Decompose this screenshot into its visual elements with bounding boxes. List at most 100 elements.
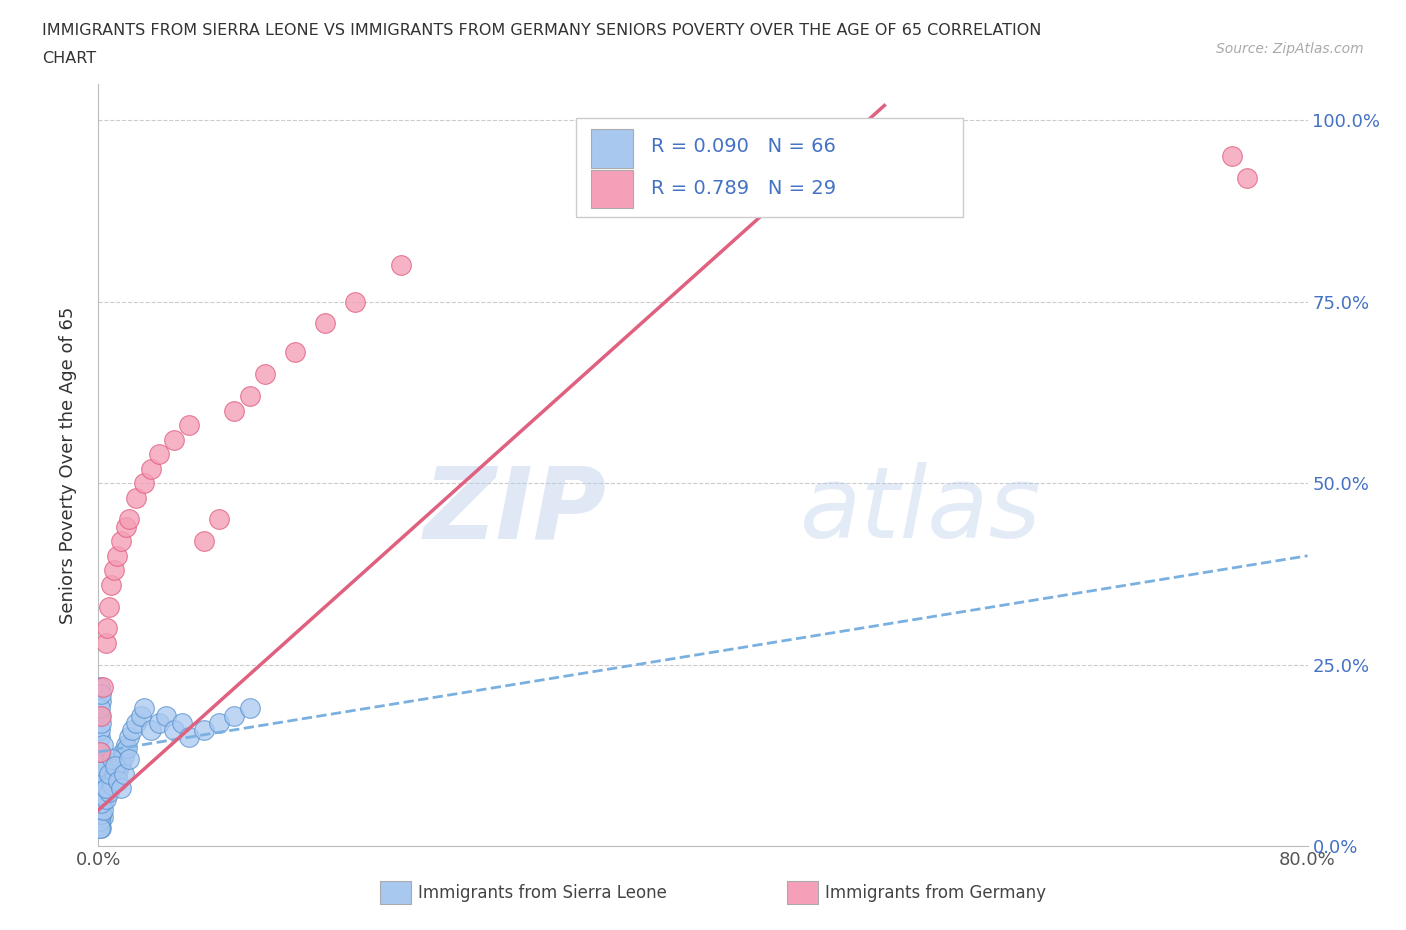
Point xyxy=(94,791,117,806)
Point xyxy=(104,770,127,785)
Point xyxy=(208,512,231,527)
Point xyxy=(110,755,132,770)
Point xyxy=(91,737,114,752)
Point xyxy=(91,766,114,781)
FancyBboxPatch shape xyxy=(591,129,633,167)
Point xyxy=(170,715,193,730)
Point xyxy=(105,759,128,774)
Text: R = 0.090   N = 66: R = 0.090 N = 66 xyxy=(651,138,837,156)
Y-axis label: Seniors Poverty Over the Age of 65: Seniors Poverty Over the Age of 65 xyxy=(59,306,77,624)
Point xyxy=(112,766,135,781)
Point xyxy=(101,751,124,766)
Point xyxy=(96,621,118,636)
Point xyxy=(112,748,135,763)
Point xyxy=(105,549,128,564)
Point xyxy=(91,679,114,694)
Text: CHART: CHART xyxy=(42,51,96,66)
Point xyxy=(107,763,129,777)
Point xyxy=(107,774,129,789)
Point xyxy=(89,679,111,694)
Point xyxy=(114,737,136,752)
Point xyxy=(125,490,148,505)
Point xyxy=(89,751,111,766)
Point xyxy=(98,599,121,614)
Point xyxy=(101,777,124,792)
Point xyxy=(89,803,111,817)
Point xyxy=(253,366,276,381)
Text: Source: ZipAtlas.com: Source: ZipAtlas.com xyxy=(1216,42,1364,56)
Point xyxy=(89,730,111,745)
Point xyxy=(100,578,122,592)
Point xyxy=(115,741,138,756)
Point xyxy=(179,418,201,432)
Point xyxy=(90,820,112,835)
Point xyxy=(148,446,170,461)
Point xyxy=(90,694,112,709)
Point xyxy=(239,701,262,716)
Point xyxy=(89,701,111,716)
Point xyxy=(141,723,163,737)
Point xyxy=(121,723,143,737)
Point xyxy=(89,814,111,829)
Point xyxy=(90,788,112,803)
Point xyxy=(90,810,112,825)
Point xyxy=(344,294,367,309)
Point xyxy=(98,784,121,799)
Point xyxy=(89,820,111,835)
Point xyxy=(314,316,336,331)
FancyBboxPatch shape xyxy=(576,118,963,218)
Point xyxy=(389,258,412,272)
Point xyxy=(108,751,131,766)
Point xyxy=(148,715,170,730)
Point xyxy=(163,432,186,447)
Point xyxy=(90,708,112,723)
Text: R = 0.789   N = 29: R = 0.789 N = 29 xyxy=(651,179,837,198)
Point xyxy=(132,476,155,491)
Point xyxy=(90,744,112,759)
Point xyxy=(110,534,132,549)
Point xyxy=(93,774,115,789)
Point xyxy=(118,751,141,766)
Point xyxy=(91,803,114,817)
Point xyxy=(110,781,132,796)
Text: ZIP: ZIP xyxy=(423,462,606,559)
Point xyxy=(103,766,125,781)
Point xyxy=(90,686,112,701)
Point xyxy=(208,715,231,730)
Point xyxy=(118,512,141,527)
Text: Immigrants from Sierra Leone: Immigrants from Sierra Leone xyxy=(418,884,666,902)
Point xyxy=(94,635,117,650)
Point xyxy=(104,759,127,774)
Point xyxy=(284,345,307,360)
Point xyxy=(224,403,246,418)
Point xyxy=(90,795,112,810)
Point xyxy=(90,759,112,774)
Text: Immigrants from Germany: Immigrants from Germany xyxy=(825,884,1046,902)
Point xyxy=(132,701,155,716)
Point xyxy=(224,708,246,723)
Point xyxy=(141,461,163,476)
Point xyxy=(91,810,114,825)
FancyBboxPatch shape xyxy=(591,170,633,208)
Point xyxy=(193,534,215,549)
Point xyxy=(89,708,111,723)
Point xyxy=(89,817,111,832)
Point xyxy=(129,708,152,723)
Text: IMMIGRANTS FROM SIERRA LEONE VS IMMIGRANTS FROM GERMANY SENIORS POVERTY OVER THE: IMMIGRANTS FROM SIERRA LEONE VS IMMIGRAN… xyxy=(42,23,1042,38)
Point xyxy=(118,730,141,745)
Point xyxy=(193,723,215,737)
Point xyxy=(89,723,111,737)
Point xyxy=(98,766,121,781)
Point xyxy=(91,795,114,810)
Point xyxy=(90,715,112,730)
Text: atlas: atlas xyxy=(800,462,1042,559)
Point xyxy=(125,715,148,730)
Point xyxy=(90,806,112,821)
Point xyxy=(1236,171,1258,186)
Point xyxy=(94,781,117,796)
Point xyxy=(100,774,122,789)
Point xyxy=(114,519,136,534)
Point xyxy=(163,723,186,737)
Point xyxy=(239,389,262,404)
Point xyxy=(103,563,125,578)
